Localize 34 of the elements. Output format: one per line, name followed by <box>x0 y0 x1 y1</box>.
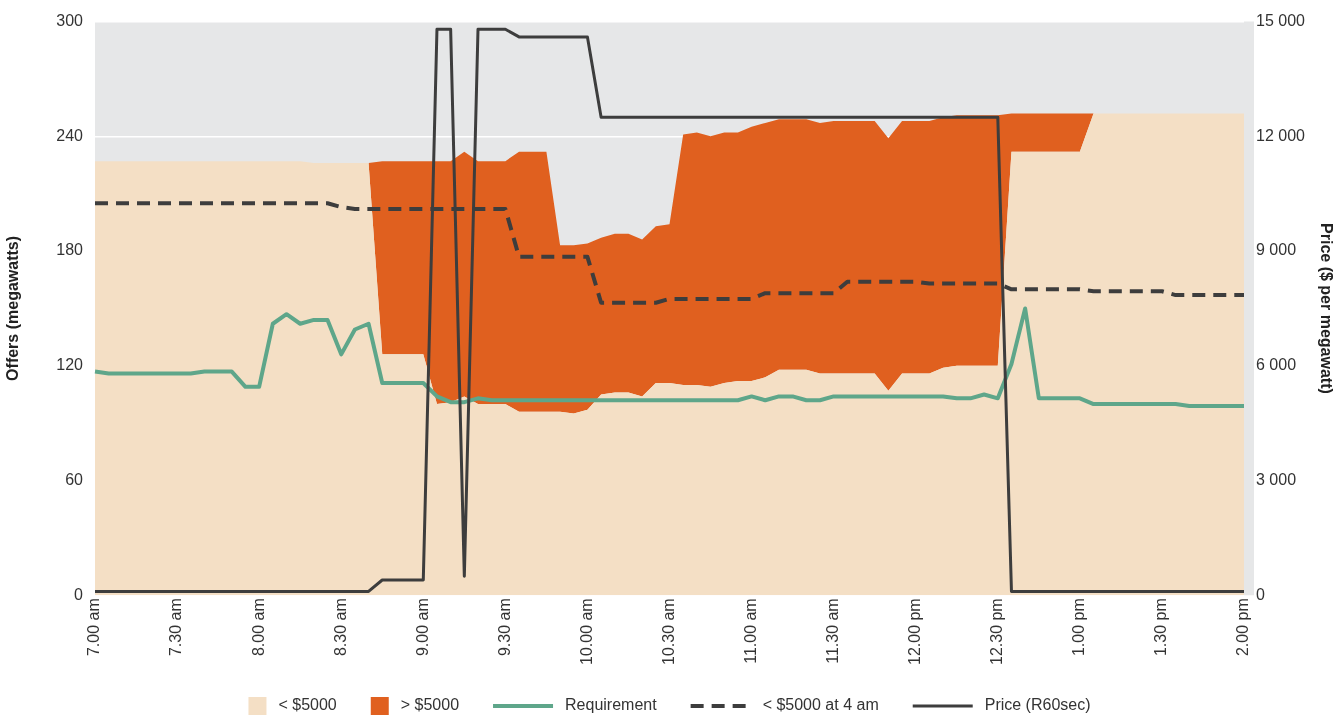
x-tick-label: 1.00 pm <box>1070 598 1088 657</box>
x-tick-label: 2.00 pm <box>1234 598 1252 657</box>
y2-tick-label: 15 000 <box>1256 12 1306 30</box>
legend-label: Requirement <box>565 696 658 714</box>
x-tick-label: 8.00 am <box>249 598 267 657</box>
x-tick-label: 12.00 pm <box>906 598 924 666</box>
y2-tick-label: 3 000 <box>1256 470 1297 488</box>
y-tick-label: 180 <box>56 241 84 259</box>
x-tick-label: 12.30 pm <box>988 598 1006 666</box>
y-tick-label: 240 <box>56 126 84 144</box>
x-tick-label: 11.30 am <box>824 598 842 664</box>
x-tick-label: 1.30 pm <box>1152 598 1170 657</box>
x-tick-label: 8.30 am <box>331 598 349 657</box>
legend-label: Price (R60sec) <box>984 696 1091 714</box>
x-tick-label: 9.30 am <box>495 598 513 657</box>
x-tick-label: 7.00 am <box>85 598 103 657</box>
y2-axis-title: Price ($ per megawatt) <box>1317 223 1335 394</box>
y2-tick-label: 0 <box>1256 585 1265 603</box>
y2-tick-label: 9 000 <box>1256 241 1297 259</box>
y-tick-label: 120 <box>56 356 84 374</box>
y2-tick-label: 12 000 <box>1256 126 1306 144</box>
y-tick-label: 0 <box>74 585 84 603</box>
legend-label: < $5000 <box>278 696 337 714</box>
x-tick-label: 10.00 am <box>577 598 595 666</box>
x-tick-label: 9.00 am <box>413 598 431 657</box>
x-tick-label: 11.00 am <box>741 598 759 664</box>
y-tick-label: 60 <box>65 470 84 488</box>
y-axis-title: Offers (megawatts) <box>4 235 22 381</box>
y-tick-label: 300 <box>56 12 84 30</box>
legend-label: > $5000 <box>400 696 460 714</box>
x-tick-label: 7.30 am <box>167 598 185 657</box>
x-tick-label: 10.30 am <box>659 598 677 666</box>
y2-tick-label: 6 000 <box>1256 356 1297 374</box>
legend-label: < $5000 at 4 am <box>762 696 879 714</box>
